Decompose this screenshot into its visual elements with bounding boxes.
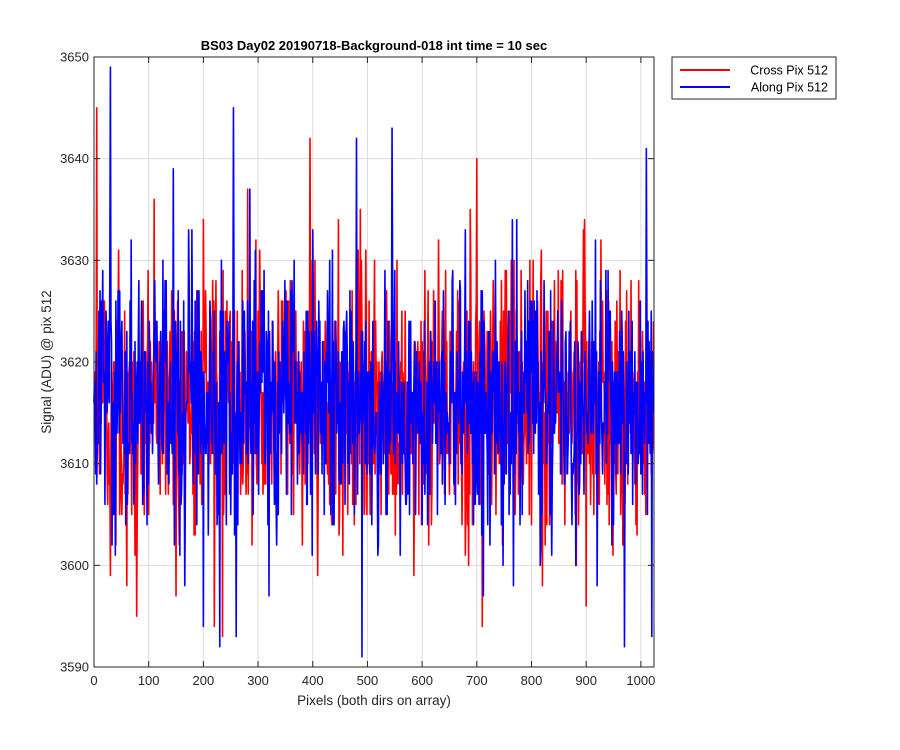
x-tick-label: 1000 xyxy=(626,673,655,688)
legend-box xyxy=(671,56,837,100)
chart-title: BS03 Day02 20190718-Background-018 int t… xyxy=(201,38,548,53)
series-layer xyxy=(93,66,655,658)
x-axis-label: Pixels (both dirs on array) xyxy=(297,693,451,708)
x-tick-label: 500 xyxy=(357,673,379,688)
x-tick-label: 900 xyxy=(575,673,597,688)
y-tick-label: 3630 xyxy=(60,253,89,268)
axis-ticks: 0 100 200 300 400 500 600 700 800 900 1000 3590 3600… xyxy=(60,50,655,689)
y-axis-label: Signal (ADU) @ pix 512 xyxy=(39,290,54,434)
legend-label-cross: Cross Pix 512 xyxy=(750,64,828,78)
y-tick-label: 3590 xyxy=(60,660,89,675)
x-tick-label: 700 xyxy=(466,673,488,688)
y-tick-label: 3600 xyxy=(60,558,89,573)
y-tick-label: 3650 xyxy=(60,50,89,65)
x-tick-label: 400 xyxy=(302,673,324,688)
series-line-along-pix-512 xyxy=(93,66,655,658)
x-tick-label: 0 xyxy=(90,673,97,688)
x-tick-label: 200 xyxy=(193,673,215,688)
y-tick-label: 3620 xyxy=(60,355,89,370)
x-tick-label: 600 xyxy=(411,673,433,688)
x-tick-label: 300 xyxy=(247,673,269,688)
x-tick-label: 100 xyxy=(138,673,160,688)
x-tick-label: 800 xyxy=(521,673,543,688)
legend: Cross Pix 512 Along Pix 512 xyxy=(671,56,837,100)
legend-label-along: Along Pix 512 xyxy=(751,81,828,95)
y-tick-label: 3610 xyxy=(60,456,89,471)
y-tick-label: 3640 xyxy=(60,151,89,166)
